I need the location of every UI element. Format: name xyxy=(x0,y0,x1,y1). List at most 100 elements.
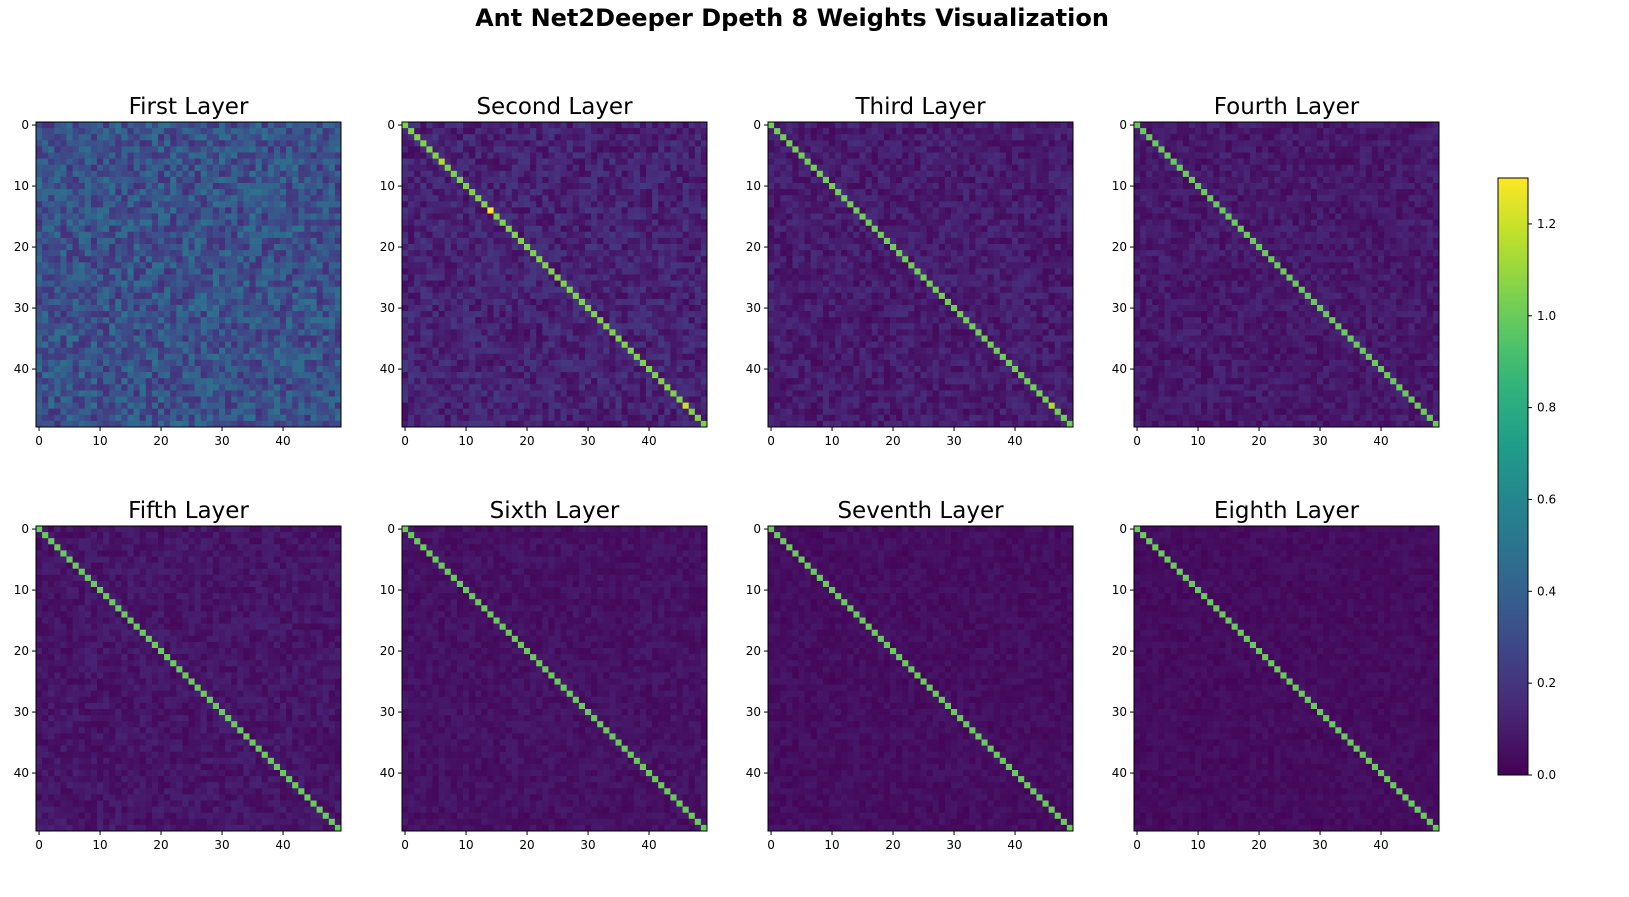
heatmap-cell xyxy=(402,170,409,178)
heatmap-cell xyxy=(536,420,543,428)
heatmap-cell xyxy=(408,122,415,129)
heatmap-cell xyxy=(414,329,421,336)
heatmap-cell xyxy=(499,323,507,330)
heatmap-cell xyxy=(292,341,299,349)
heatmap-cell xyxy=(200,244,208,251)
heatmap-cell xyxy=(151,250,159,257)
heatmap-cell xyxy=(493,298,501,306)
heatmap-cell xyxy=(524,237,531,245)
heatmap-cell xyxy=(524,164,531,172)
heatmap-cell xyxy=(139,231,147,239)
heatmap-cell xyxy=(261,134,269,141)
heatmap-cell xyxy=(316,128,324,135)
heatmap-cell xyxy=(560,341,568,349)
heatmap-cell xyxy=(36,213,43,221)
heatmap-cell xyxy=(499,189,507,196)
heatmap-cell xyxy=(536,164,543,172)
heatmap-cell xyxy=(334,207,342,214)
heatmap-cell xyxy=(652,384,659,391)
heatmap-cell xyxy=(90,256,98,263)
heatmap-cell xyxy=(36,414,43,422)
heatmap-cell xyxy=(42,335,49,343)
heatmap-cell xyxy=(444,359,452,367)
heatmap-cell xyxy=(566,359,574,367)
heatmap-cell xyxy=(524,329,531,336)
heatmap-cell xyxy=(170,256,177,263)
heatmap-cell xyxy=(548,250,555,257)
heatmap-cell xyxy=(469,323,476,330)
heatmap-cell xyxy=(237,408,244,416)
heatmap-cell xyxy=(639,341,647,349)
heatmap-cell xyxy=(542,122,549,129)
heatmap-cell xyxy=(66,231,74,239)
heatmap-cell xyxy=(511,140,519,147)
heatmap-cell xyxy=(261,256,269,263)
heatmap-cell xyxy=(572,164,580,172)
heatmap-cell xyxy=(487,195,494,202)
heatmap-cell xyxy=(322,390,330,397)
heatmap-cell xyxy=(212,378,220,385)
heatmap-cell xyxy=(334,176,342,184)
heatmap-cell xyxy=(121,225,128,233)
heatmap-cell xyxy=(158,219,165,227)
heatmap-cell xyxy=(109,207,116,214)
heatmap-cell xyxy=(560,183,568,190)
heatmap-cell xyxy=(310,341,318,349)
heatmap-cell xyxy=(36,323,43,330)
heatmap-cell xyxy=(310,237,318,245)
heatmap-cell xyxy=(273,262,281,269)
heatmap-cell xyxy=(487,390,494,397)
heatmap-cell xyxy=(664,372,671,379)
heatmap-cell xyxy=(194,256,202,263)
heatmap-cell xyxy=(615,146,623,153)
heatmap-cell xyxy=(652,213,659,221)
heatmap-cell xyxy=(456,347,464,355)
heatmap-cell xyxy=(115,170,122,178)
heatmap-cell xyxy=(158,311,165,318)
heatmap-cell xyxy=(36,170,43,178)
heatmap-cell xyxy=(188,335,196,343)
heatmap-cell xyxy=(280,372,287,379)
heatmap-cell xyxy=(103,420,110,428)
heatmap-cell xyxy=(639,219,647,227)
heatmap-cell xyxy=(219,420,226,428)
heatmap-cell xyxy=(103,305,110,312)
heatmap-cell xyxy=(499,158,507,166)
heatmap-cell xyxy=(444,244,452,251)
heatmap-cell xyxy=(334,390,342,397)
heatmap-cell xyxy=(261,298,269,306)
heatmap-cell xyxy=(133,396,141,404)
heatmap-cell xyxy=(255,158,263,166)
heatmap-cell xyxy=(322,317,330,324)
heatmap-cell xyxy=(511,237,519,245)
heatmap-cell xyxy=(511,213,519,221)
heatmap-cell xyxy=(97,201,104,208)
heatmap-cell xyxy=(444,414,452,422)
heatmap-cell xyxy=(481,372,488,379)
heatmap-cell xyxy=(408,353,415,361)
heatmap-cell xyxy=(310,140,318,147)
heatmap-cell xyxy=(42,372,49,379)
heatmap-cell xyxy=(444,274,452,282)
heatmap-cell xyxy=(603,152,610,160)
heatmap-cell xyxy=(219,414,226,422)
heatmap-cell xyxy=(298,158,305,166)
heatmap-cell xyxy=(456,231,464,239)
heatmap-cell xyxy=(261,201,269,208)
heatmap-cell xyxy=(334,262,342,269)
heatmap-cell xyxy=(566,286,574,294)
heatmap-cell xyxy=(450,298,458,306)
heatmap-cell xyxy=(639,390,647,397)
heatmap-cell xyxy=(66,347,74,355)
heatmap-cell xyxy=(90,128,98,135)
heatmap-cell xyxy=(670,122,677,129)
heatmap-cell xyxy=(72,390,80,397)
heatmap-cell xyxy=(72,359,80,367)
heatmap-cell xyxy=(310,189,318,196)
heatmap-cell xyxy=(243,250,250,257)
heatmap-cell xyxy=(103,323,110,330)
heatmap-cell xyxy=(524,183,531,190)
heatmap-cell xyxy=(127,250,135,257)
heatmap-cell xyxy=(414,170,421,178)
heatmap-cell xyxy=(151,201,159,208)
